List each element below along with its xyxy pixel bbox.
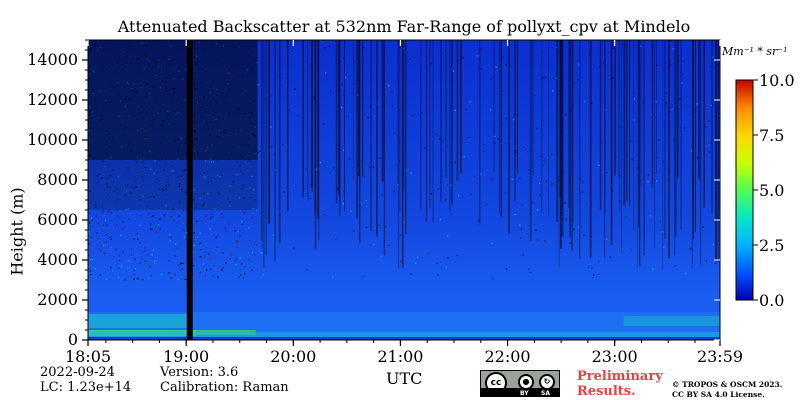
- colorbar-tick-label: 2.5: [759, 236, 784, 255]
- copyright-line2: CC BY SA 4.0 License.: [672, 390, 765, 399]
- preliminary-line2: Results.: [577, 384, 636, 399]
- date-label: 2022-09-24: [40, 365, 115, 380]
- copyright-notice: © TROPOS & OSCM 2023. CC BY SA 4.0 Licen…: [672, 380, 782, 400]
- y-tick-label: 10000: [27, 130, 78, 149]
- x-axis: 18:05 19:00 20:00 21:00 22:00 23:00 23:59: [65, 40, 743, 366]
- colorbar-tick-label: 0.0: [759, 291, 784, 310]
- colorbar-tick-label: 5.0: [759, 181, 784, 200]
- colorbar-tick-label: 10.0: [759, 71, 795, 90]
- x-tick-label: 23:59: [697, 347, 743, 366]
- cc-license-badge: cc ● ↻ BY SA: [480, 370, 560, 397]
- y-tick-label: 12000: [27, 90, 78, 109]
- y-tick-label: 8000: [37, 170, 78, 189]
- x-tick-label: 21:00: [377, 347, 423, 366]
- y-tick-label: 4000: [37, 250, 78, 269]
- y-tick-label: 14000: [27, 50, 78, 69]
- heatmap-image: [88, 40, 720, 340]
- lidar-constant-label: LC: 1.23e+14: [40, 380, 132, 395]
- colorbar: [735, 79, 754, 301]
- by-label: BY: [520, 390, 529, 397]
- y-tick-label: 2000: [37, 290, 78, 309]
- sa-label: SA: [541, 390, 550, 397]
- preliminary-line1: Preliminary: [577, 369, 663, 384]
- y-tick-label: 0: [68, 330, 78, 349]
- y-axis: 0 2000 4000 6000 8000 10000 12000 14000: [27, 39, 720, 349]
- x-axis-label: UTC: [386, 369, 423, 388]
- colorbar-axis: 0.0 2.5 5.0 7.5 10.0: [753, 71, 795, 310]
- x-tick-label: 18:05: [65, 347, 111, 366]
- y-axis-label: Height (m): [7, 187, 27, 276]
- calibration-label: Calibration: Raman: [160, 380, 289, 395]
- version-label: Version: 3.6: [160, 365, 239, 380]
- colorbar-unit: Mm⁻¹ * sr⁻¹: [722, 45, 788, 58]
- x-tick-label: 19:00: [163, 347, 209, 366]
- copyright-line1: © TROPOS & OSCM 2023.: [672, 380, 783, 389]
- y-tick-label: 6000: [37, 210, 78, 229]
- preliminary-notice: Preliminary Results.: [577, 369, 663, 399]
- x-tick-label: 22:00: [484, 347, 530, 366]
- x-tick-label: 23:00: [592, 347, 638, 366]
- colorbar-tick-label: 7.5: [759, 126, 784, 145]
- chart-title: Attenuated Backscatter at 532nm Far-Rang…: [117, 17, 691, 36]
- x-tick-label: 20:00: [270, 347, 316, 366]
